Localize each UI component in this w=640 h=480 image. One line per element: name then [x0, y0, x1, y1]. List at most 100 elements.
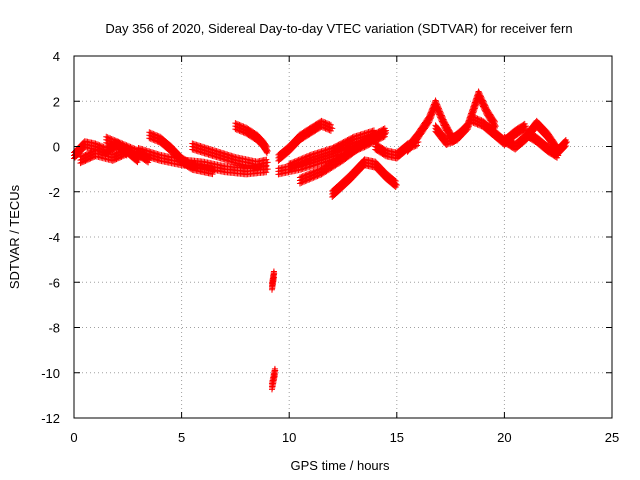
data-point: [372, 135, 379, 142]
data-point: [78, 159, 85, 166]
data-point: [362, 141, 369, 148]
series-t6: [232, 120, 271, 156]
data-point: [374, 135, 381, 142]
data-point: [87, 155, 94, 162]
data-point: [86, 156, 93, 163]
data-point: [306, 158, 313, 165]
data-point: [339, 145, 346, 152]
data-point: [298, 161, 305, 168]
data-point: [369, 137, 376, 144]
data-point: [302, 160, 309, 167]
data-point: [118, 153, 125, 160]
data-point: [563, 138, 570, 145]
data-point: [426, 118, 433, 125]
series-t19: [522, 126, 562, 161]
data-point: [288, 165, 295, 172]
data-point: [290, 165, 297, 172]
data-series: [71, 88, 570, 393]
data-point: [429, 110, 436, 117]
data-point: [443, 141, 450, 148]
data-point: [112, 156, 119, 163]
data-point: [299, 161, 306, 168]
data-point: [88, 154, 95, 161]
x-tick-label: 10: [282, 430, 296, 445]
data-point: [428, 112, 435, 119]
data-point: [114, 155, 121, 162]
data-point: [376, 133, 383, 140]
data-point: [426, 119, 433, 126]
data-point: [271, 270, 278, 277]
data-point: [263, 169, 270, 176]
data-point: [295, 162, 302, 169]
data-point: [307, 175, 314, 182]
y-tick-label: -12: [41, 411, 60, 426]
data-point: [272, 367, 279, 374]
data-point: [264, 148, 271, 155]
data-point: [330, 150, 337, 157]
data-point: [302, 178, 309, 185]
data-point: [296, 180, 303, 187]
data-point: [444, 141, 451, 148]
data-point: [109, 157, 116, 164]
y-tick-label: -6: [48, 275, 60, 290]
data-point: [427, 116, 434, 123]
x-tick-label: 5: [178, 430, 185, 445]
data-point: [336, 147, 343, 154]
data-point: [303, 159, 310, 166]
data-point: [300, 178, 307, 185]
data-point: [381, 131, 388, 138]
data-point: [343, 143, 350, 150]
data-point: [84, 156, 91, 163]
data-point: [425, 120, 432, 127]
series-t9: [275, 117, 336, 164]
data-point: [90, 154, 97, 161]
chart-title: Day 356 of 2020, Sidereal Day-to-day VTE…: [105, 21, 572, 36]
data-point: [296, 162, 303, 169]
y-tick-label: -2: [48, 185, 60, 200]
data-point: [82, 157, 89, 164]
data-point: [315, 172, 322, 179]
data-point: [286, 166, 293, 173]
data-point: [264, 166, 271, 173]
data-point: [287, 166, 294, 173]
data-point: [338, 146, 345, 153]
data-point: [117, 154, 124, 161]
data-point: [370, 137, 377, 144]
data-point: [344, 143, 351, 150]
data-point: [314, 173, 321, 180]
data-point: [310, 174, 317, 181]
data-point: [113, 156, 120, 163]
data-point: [305, 177, 312, 184]
data-point: [447, 140, 454, 147]
data-point: [341, 144, 348, 151]
data-point: [305, 158, 312, 165]
data-point: [367, 138, 374, 145]
series-t7: [268, 268, 278, 293]
data-point: [329, 125, 336, 132]
data-point: [380, 131, 387, 138]
data-point: [377, 133, 384, 140]
data-point: [393, 181, 400, 188]
series-t5: [189, 140, 271, 171]
y-tick-label: -10: [41, 366, 60, 381]
data-point: [561, 143, 568, 150]
data-point: [364, 140, 371, 147]
data-point: [303, 177, 310, 184]
y-tick-label: 2: [53, 94, 60, 109]
x-tick-label: 15: [390, 430, 404, 445]
data-point: [366, 139, 373, 146]
data-point: [300, 160, 307, 167]
data-point: [333, 149, 340, 156]
data-point: [428, 114, 435, 121]
data-point: [375, 134, 382, 141]
data-point: [379, 132, 386, 139]
data-point: [263, 162, 270, 169]
data-point: [83, 157, 90, 164]
data-point: [334, 148, 341, 155]
y-tick-label: 4: [53, 49, 60, 64]
data-point: [291, 164, 298, 171]
data-point: [81, 158, 88, 165]
data-point: [365, 139, 372, 146]
data-point: [317, 171, 324, 178]
